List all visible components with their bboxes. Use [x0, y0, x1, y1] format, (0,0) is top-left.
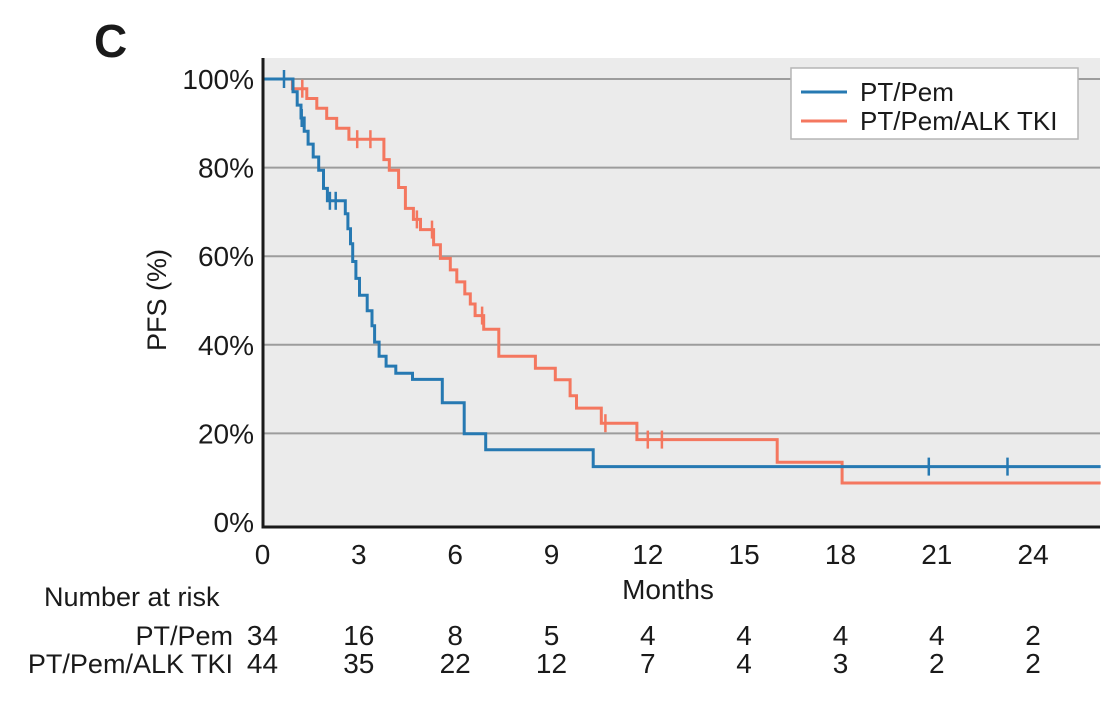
y-tick-label-0: 0%: [214, 507, 254, 538]
x-axis-title: Months: [622, 574, 714, 605]
x-tick-label-3: 3: [351, 539, 367, 570]
risk-value: 12: [536, 648, 567, 679]
legend-label-1: PT/Pem: [860, 77, 954, 107]
x-tick-label-6: 6: [447, 539, 463, 570]
y-tick-label-60: 60%: [198, 241, 254, 272]
y-tick-label-20: 20%: [198, 418, 254, 449]
legend-box: [790, 67, 1079, 140]
risk-value: 5: [544, 620, 560, 651]
risk-value: 4: [640, 620, 656, 651]
x-tick-label-21: 21: [921, 539, 952, 570]
risk-value: 16: [343, 620, 374, 651]
risk-value: 35: [343, 648, 374, 679]
x-tick-labels: 0 3 6 9 12 15 18 21 24: [255, 539, 1049, 570]
y-tick-label-100: 100%: [182, 64, 254, 95]
y-tick-label-40: 40%: [198, 330, 254, 361]
risk-value: 4: [833, 620, 849, 651]
risk-value: 44: [247, 648, 278, 679]
y-axis-title: PFS (%): [142, 249, 172, 351]
x-tick-label-24: 24: [1018, 539, 1049, 570]
km-curve-pt-pem-alk-tki: [262, 77, 1101, 485]
x-tick-label-0: 0: [255, 539, 271, 570]
km-curve-pt-pem: [262, 77, 1101, 469]
risk-value: 34: [247, 620, 278, 651]
risk-table: Number at risk PT/Pem 34 16 8 5 4 4 4 4 2PT/Pem/A…: [28, 582, 1041, 679]
x-tick-label-12: 12: [632, 539, 663, 570]
risk-value: 3: [833, 648, 849, 679]
risk-row-label: PT/Pem/ALK TKI: [28, 649, 233, 679]
y-tick-label-80: 80%: [198, 153, 254, 184]
y-tick-labels: 0% 20% 40% 60% 80% 100%: [182, 64, 254, 538]
risk-value: 2: [1025, 620, 1041, 651]
risk-row-label: PT/Pem: [135, 621, 233, 651]
gridlines: [263, 78, 1100, 435]
panel-label: C: [94, 15, 127, 67]
risk-value: 2: [929, 648, 945, 679]
x-tick-label-15: 15: [729, 539, 760, 570]
risk-value: 8: [447, 620, 463, 651]
risk-value: 4: [736, 648, 752, 679]
risk-value: 22: [440, 648, 471, 679]
km-curves: [262, 70, 1101, 485]
risk-value: 7: [640, 648, 656, 679]
risk-table-title: Number at risk: [44, 582, 220, 612]
risk-value: 4: [736, 620, 752, 651]
legend-label-2: PT/Pem/ALK TKI: [860, 106, 1057, 136]
x-tick-label-9: 9: [544, 539, 560, 570]
risk-value: 2: [1025, 648, 1041, 679]
x-tick-label-18: 18: [825, 539, 856, 570]
risk-value: 4: [929, 620, 945, 651]
